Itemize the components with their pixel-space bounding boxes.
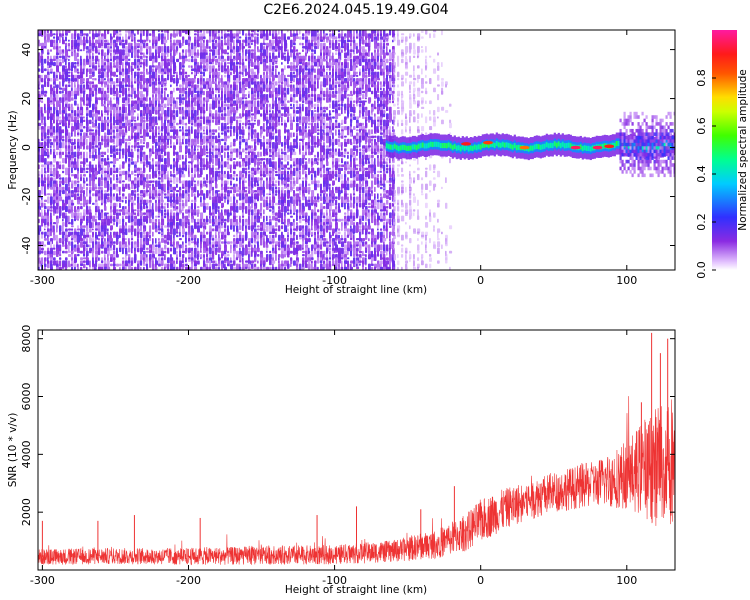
snr-spikes <box>41 332 669 557</box>
colorbar-tick-label: 0.4 <box>695 165 708 183</box>
colorbar-ticks: 0.0 0.2 0.4 0.6 0.8 <box>695 69 716 279</box>
heatmap-peak <box>570 145 581 150</box>
snr-panel: -300 -200 -100 0 100 2000 4000 6000 8000 Height… <box>7 325 676 596</box>
x-tick-label: 0 <box>477 574 484 587</box>
x-tick-label: -300 <box>30 574 55 587</box>
colorbar-tick-label: 0.8 <box>695 69 708 87</box>
chart-title: C2E6.2024.045.19.49.G04 <box>263 2 448 18</box>
colorbar-tick-label: 0.0 <box>695 261 708 279</box>
y-tick-label: 8000 <box>20 325 33 353</box>
y-tick-label: 2000 <box>20 498 33 526</box>
heatmap-x-ticks: -300 -200 -100 0 100 <box>30 30 637 287</box>
heatmap-peak <box>482 140 493 145</box>
heatmap-cells <box>38 30 675 270</box>
heatmap-peaks <box>461 140 615 150</box>
y-tick-label: 20 <box>20 92 33 106</box>
heatmap-y-ticks: -40 -20 0 20 40 <box>20 43 675 255</box>
x-tick-label: -100 <box>322 574 347 587</box>
colorbar-tick-label: 0.2 <box>695 213 708 231</box>
snr-x-label: Height of straight line (km) <box>285 584 427 596</box>
heatmap-peak <box>461 142 472 146</box>
x-tick-label: 100 <box>616 574 637 587</box>
y-tick-label: 6000 <box>20 383 33 411</box>
colorbar-tick-label: 0.6 <box>695 117 708 135</box>
heatmap-peak <box>592 145 603 150</box>
x-tick-label: -200 <box>176 274 201 287</box>
x-tick-label: -100 <box>322 274 347 287</box>
heatmap-y-label: Frequency (Hz) <box>7 110 19 189</box>
heatmap-region-noise-sparse <box>393 30 453 270</box>
snr-frame <box>37 329 676 571</box>
y-tick-label: -20 <box>20 188 33 206</box>
snr-x-ticks: -300 -200 -100 0 100 <box>30 330 637 587</box>
y-tick-label: 4000 <box>20 440 33 468</box>
y-tick-label: 40 <box>20 43 33 57</box>
heatmap-x-label: Height of straight line (km) <box>285 284 427 296</box>
colorbar-gradient <box>712 30 737 270</box>
x-tick-label: -200 <box>176 574 201 587</box>
snr-y-ticks: 2000 4000 6000 8000 <box>20 325 675 526</box>
heatmap-peak <box>519 145 530 150</box>
heatmap-region-noise-dense <box>38 30 396 270</box>
y-tick-label: -40 <box>20 237 33 255</box>
x-tick-label: 0 <box>477 274 484 287</box>
heatmap-frame <box>37 29 676 271</box>
snr-y-label: SNR (10 * v/v) <box>7 413 19 488</box>
heatmap-peak <box>604 144 615 149</box>
colorbar-label: Normalized spectral amplitude <box>737 69 749 230</box>
x-tick-label: 100 <box>616 274 637 287</box>
x-tick-label: -300 <box>30 274 55 287</box>
y-tick-label: 0 <box>20 144 33 151</box>
snr-series-line <box>38 396 675 566</box>
colorbar: 0.0 0.2 0.4 0.6 0.8 Normalized spectral ampl… <box>695 30 749 279</box>
heatmap-region-signal-spread <box>619 111 675 178</box>
